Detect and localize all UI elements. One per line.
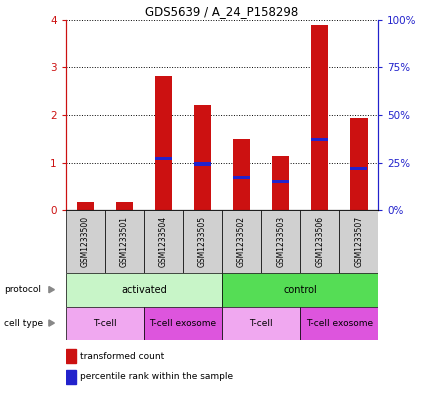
Text: control: control xyxy=(283,285,317,295)
Bar xyxy=(233,176,250,179)
Text: GSM1233505: GSM1233505 xyxy=(198,216,207,267)
Bar xyxy=(76,202,94,210)
Bar xyxy=(272,156,289,210)
Title: GDS5639 / A_24_P158298: GDS5639 / A_24_P158298 xyxy=(145,6,299,18)
FancyBboxPatch shape xyxy=(339,210,378,273)
Text: protocol: protocol xyxy=(4,285,41,294)
Text: activated: activated xyxy=(121,285,167,295)
FancyBboxPatch shape xyxy=(144,210,183,273)
Text: GSM1233507: GSM1233507 xyxy=(354,216,363,267)
Text: percentile rank within the sample: percentile rank within the sample xyxy=(80,372,233,381)
Text: GSM1233504: GSM1233504 xyxy=(159,216,168,267)
Text: T-cell exosome: T-cell exosome xyxy=(150,319,217,328)
Bar xyxy=(272,180,289,183)
FancyBboxPatch shape xyxy=(66,210,105,273)
Bar xyxy=(116,202,133,210)
Bar xyxy=(350,167,367,170)
FancyBboxPatch shape xyxy=(300,210,339,273)
Text: T-cell exosome: T-cell exosome xyxy=(306,319,373,328)
Bar xyxy=(66,349,76,363)
Bar xyxy=(311,26,329,210)
FancyBboxPatch shape xyxy=(222,210,261,273)
FancyBboxPatch shape xyxy=(222,273,378,307)
Bar xyxy=(350,118,368,210)
FancyBboxPatch shape xyxy=(144,307,222,340)
Text: GSM1233501: GSM1233501 xyxy=(120,216,129,267)
FancyBboxPatch shape xyxy=(261,210,300,273)
FancyBboxPatch shape xyxy=(66,273,222,307)
Text: cell type: cell type xyxy=(4,319,43,327)
Text: T-cell: T-cell xyxy=(93,319,117,328)
FancyBboxPatch shape xyxy=(105,210,144,273)
Bar xyxy=(155,76,172,210)
Bar xyxy=(66,370,76,384)
FancyBboxPatch shape xyxy=(66,307,144,340)
Text: GSM1233500: GSM1233500 xyxy=(81,216,90,267)
Bar xyxy=(155,157,172,160)
Bar xyxy=(194,162,211,165)
Bar xyxy=(312,138,328,141)
Bar xyxy=(194,105,211,210)
Text: T-cell: T-cell xyxy=(249,319,273,328)
Text: GSM1233503: GSM1233503 xyxy=(276,216,285,267)
Text: transformed count: transformed count xyxy=(80,352,164,361)
Bar xyxy=(233,139,250,210)
FancyBboxPatch shape xyxy=(183,210,222,273)
Text: GSM1233506: GSM1233506 xyxy=(315,216,324,267)
FancyBboxPatch shape xyxy=(300,307,378,340)
FancyBboxPatch shape xyxy=(222,307,300,340)
Text: GSM1233502: GSM1233502 xyxy=(237,216,246,267)
